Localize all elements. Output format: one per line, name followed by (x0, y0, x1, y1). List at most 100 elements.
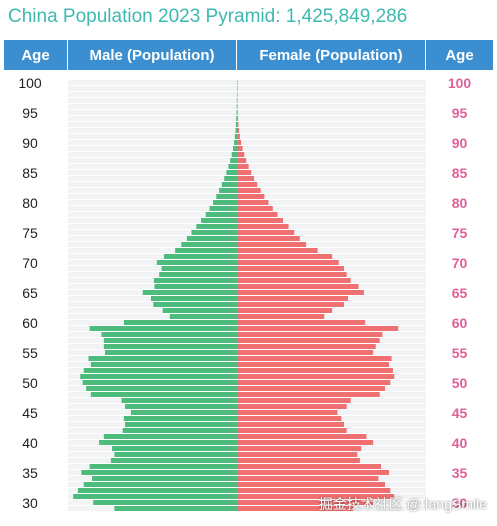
male-bar-age-45[interactable] (130, 410, 237, 415)
female-bar-age-60[interactable] (237, 320, 366, 325)
female-bar-age-73[interactable] (237, 242, 307, 247)
female-bar-age-67[interactable] (237, 278, 351, 283)
male-bar-age-56[interactable] (103, 344, 237, 349)
male-bar-age-70[interactable] (156, 260, 237, 265)
male-bar-age-68[interactable] (159, 272, 237, 277)
female-bar-age-37[interactable] (237, 458, 360, 463)
female-bar-age-75[interactable] (237, 230, 295, 235)
female-bar-age-62[interactable] (237, 308, 333, 313)
male-bar-age-40[interactable] (99, 440, 237, 445)
male-bar-age-46[interactable] (125, 404, 237, 409)
female-bar-age-58[interactable] (237, 332, 383, 337)
female-bar-age-71[interactable] (237, 254, 333, 259)
male-bar-age-57[interactable] (103, 338, 237, 343)
female-bar-age-66[interactable] (237, 284, 359, 289)
male-bar-age-55[interactable] (105, 350, 237, 355)
male-bar-age-74[interactable] (186, 236, 237, 241)
male-bar-age-50[interactable] (82, 380, 237, 385)
female-bar-age-42[interactable] (237, 428, 347, 433)
female-bar-age-59[interactable] (237, 326, 399, 331)
female-bar-age-29[interactable] (237, 506, 354, 511)
female-bar-age-65[interactable] (237, 290, 364, 295)
male-bar-age-87[interactable] (230, 158, 237, 163)
female-bar-age-93[interactable] (237, 122, 239, 127)
female-bar-age-69[interactable] (237, 266, 345, 271)
male-bar-age-62[interactable] (162, 308, 237, 313)
male-bar-age-35[interactable] (81, 470, 237, 475)
female-bar-age-76[interactable] (237, 224, 289, 229)
male-bar-age-93[interactable] (235, 122, 237, 127)
male-bar-age-59[interactable] (89, 326, 237, 331)
female-bar-age-35[interactable] (237, 470, 389, 475)
male-bar-age-54[interactable] (88, 356, 238, 361)
male-bar-age-41[interactable] (103, 434, 237, 439)
female-bar-age-55[interactable] (237, 350, 374, 355)
male-bar-age-73[interactable] (181, 242, 237, 247)
female-bar-age-50[interactable] (237, 380, 391, 385)
male-bar-age-75[interactable] (191, 230, 237, 235)
female-bar-age-54[interactable] (237, 356, 392, 361)
female-bar-age-87[interactable] (237, 158, 247, 163)
male-bar-age-42[interactable] (122, 428, 237, 433)
male-bar-age-34[interactable] (92, 476, 238, 481)
male-bar-age-80[interactable] (213, 200, 237, 205)
male-bar-age-38[interactable] (114, 452, 237, 457)
male-bar-age-88[interactable] (231, 152, 237, 157)
female-bar-age-79[interactable] (237, 206, 273, 211)
male-bar-age-84[interactable] (224, 176, 237, 181)
female-bar-age-39[interactable] (237, 446, 362, 451)
male-bar-age-32[interactable] (77, 488, 238, 493)
female-bar-age-77[interactable] (237, 218, 283, 223)
female-bar-age-99[interactable] (237, 86, 238, 91)
female-bar-age-97[interactable] (237, 98, 238, 103)
male-bar-age-90[interactable] (234, 140, 237, 145)
male-bar-age-36[interactable] (89, 464, 237, 469)
female-bar-age-57[interactable] (237, 338, 380, 343)
male-bar-age-29[interactable] (114, 506, 237, 511)
male-bar-age-31[interactable] (73, 494, 237, 499)
male-bar-age-43[interactable] (125, 422, 237, 427)
female-bar-age-33[interactable] (237, 482, 385, 487)
male-bar-age-81[interactable] (216, 194, 237, 199)
male-bar-age-65[interactable] (142, 290, 237, 295)
male-bar-age-72[interactable] (175, 248, 237, 253)
male-bar-age-79[interactable] (209, 206, 237, 211)
female-bar-age-48[interactable] (237, 392, 380, 397)
female-bar-age-44[interactable] (237, 416, 342, 421)
female-bar-age-38[interactable] (237, 452, 358, 457)
female-bar-age-88[interactable] (237, 152, 245, 157)
female-bar-age-80[interactable] (237, 200, 269, 205)
male-bar-age-76[interactable] (196, 224, 237, 229)
female-bar-age-90[interactable] (237, 140, 242, 145)
male-bar-age-95[interactable] (236, 110, 238, 115)
female-bar-age-89[interactable] (237, 146, 243, 151)
male-bar-age-85[interactable] (226, 170, 237, 175)
female-bar-age-81[interactable] (237, 194, 265, 199)
female-bar-age-74[interactable] (237, 236, 300, 241)
female-bar-age-100[interactable] (237, 80, 238, 85)
male-bar-age-39[interactable] (112, 446, 237, 451)
female-bar-age-72[interactable] (237, 248, 318, 253)
male-bar-age-67[interactable] (153, 278, 237, 283)
male-bar-age-91[interactable] (234, 134, 237, 139)
female-bar-age-56[interactable] (237, 344, 376, 349)
male-bar-age-61[interactable] (169, 314, 237, 319)
female-bar-age-63[interactable] (237, 302, 345, 307)
male-bar-age-44[interactable] (123, 416, 237, 421)
male-bar-age-71[interactable] (163, 254, 237, 259)
female-bar-age-70[interactable] (237, 260, 339, 265)
female-bar-age-98[interactable] (237, 92, 238, 97)
female-bar-age-36[interactable] (237, 464, 382, 469)
female-bar-age-96[interactable] (237, 104, 238, 109)
male-bar-age-51[interactable] (80, 374, 237, 379)
female-bar-age-82[interactable] (237, 188, 261, 193)
female-bar-age-34[interactable] (237, 476, 379, 481)
female-bar-age-94[interactable] (237, 116, 238, 121)
male-bar-age-63[interactable] (153, 302, 237, 307)
female-bar-age-45[interactable] (237, 410, 338, 415)
male-bar-age-92[interactable] (235, 128, 237, 133)
female-bar-age-92[interactable] (237, 128, 240, 133)
male-bar-age-47[interactable] (121, 398, 238, 403)
female-bar-age-43[interactable] (237, 422, 345, 427)
male-bar-age-58[interactable] (101, 332, 237, 337)
